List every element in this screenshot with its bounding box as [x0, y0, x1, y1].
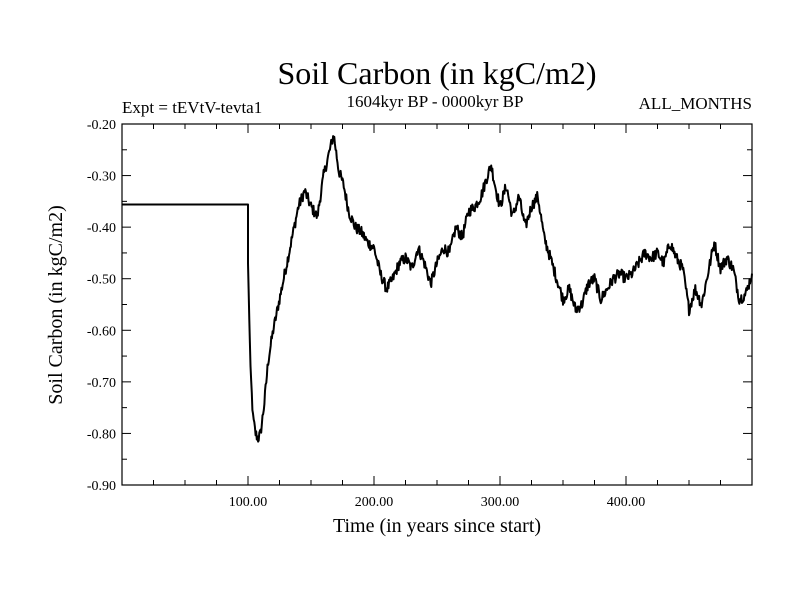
soil-carbon-series-line [122, 135, 753, 443]
x-tick-label: 300.00 [481, 495, 520, 510]
chart-subtitle: 1604kyr BP - 0000kyr BP [347, 92, 524, 111]
plot-frame [121, 123, 753, 486]
y-tick-label: -0.30 [87, 170, 116, 185]
tick-labels: 100.00 200.00 300.00 400.00 -0.20 -0.30 -0.40 -… [87, 118, 645, 510]
y-tick-label: -0.40 [87, 221, 116, 236]
experiment-label: Expt = tEVtV-tevta1 [122, 98, 262, 117]
y-tick-label: -0.70 [87, 376, 116, 391]
y-tick-label: -0.80 [87, 427, 116, 442]
y-tick-label: -0.20 [87, 118, 116, 133]
y-tick-label: -0.60 [87, 324, 116, 339]
y-tick-label: -0.50 [87, 273, 116, 288]
y-tick-label: -0.90 [87, 479, 116, 494]
chart-title: Soil Carbon (in kgC/m2) [277, 55, 596, 91]
axis-ticks [122, 124, 752, 485]
x-axis-label: Time (in years since start) [333, 515, 541, 537]
months-label: ALL_MONTHS [639, 94, 752, 113]
x-tick-label: 100.00 [229, 495, 268, 510]
x-tick-label: 200.00 [355, 495, 394, 510]
x-tick-label: 400.00 [607, 495, 646, 510]
y-axis-label: Soil Carbon (in kgC/m2) [45, 205, 67, 404]
